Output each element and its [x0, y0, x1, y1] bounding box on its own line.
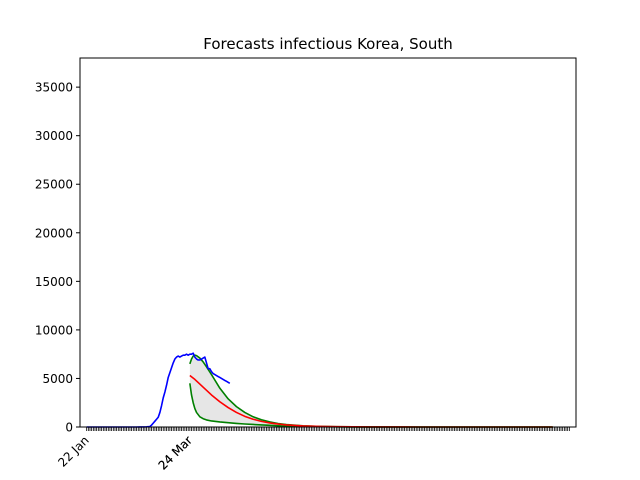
y-tick-label: 35000	[35, 81, 73, 95]
forecast-band-area	[189, 355, 553, 427]
series-lines	[86, 352, 553, 428]
y-tick-label: 25000	[35, 178, 73, 192]
y-tick-label: 20000	[35, 226, 73, 240]
y-tick-label: 15000	[35, 275, 73, 289]
forecast-band	[189, 355, 553, 427]
chart-title: Forecasts infectious Korea, South	[203, 35, 452, 53]
x-tick-label-start: 22 Jan	[55, 433, 91, 469]
plot-frame	[79, 57, 577, 428]
x-tick-label-split-overlap: 24 Mar	[156, 433, 195, 472]
y-tick-label: 30000	[35, 129, 73, 143]
y-tick-label: 5000	[42, 372, 73, 386]
y-tick-label: 0	[65, 421, 73, 435]
y-tick-label: 10000	[35, 323, 73, 337]
y-axis: 0 5000 10000 15000 20000 25000 30000 35000	[35, 81, 80, 435]
